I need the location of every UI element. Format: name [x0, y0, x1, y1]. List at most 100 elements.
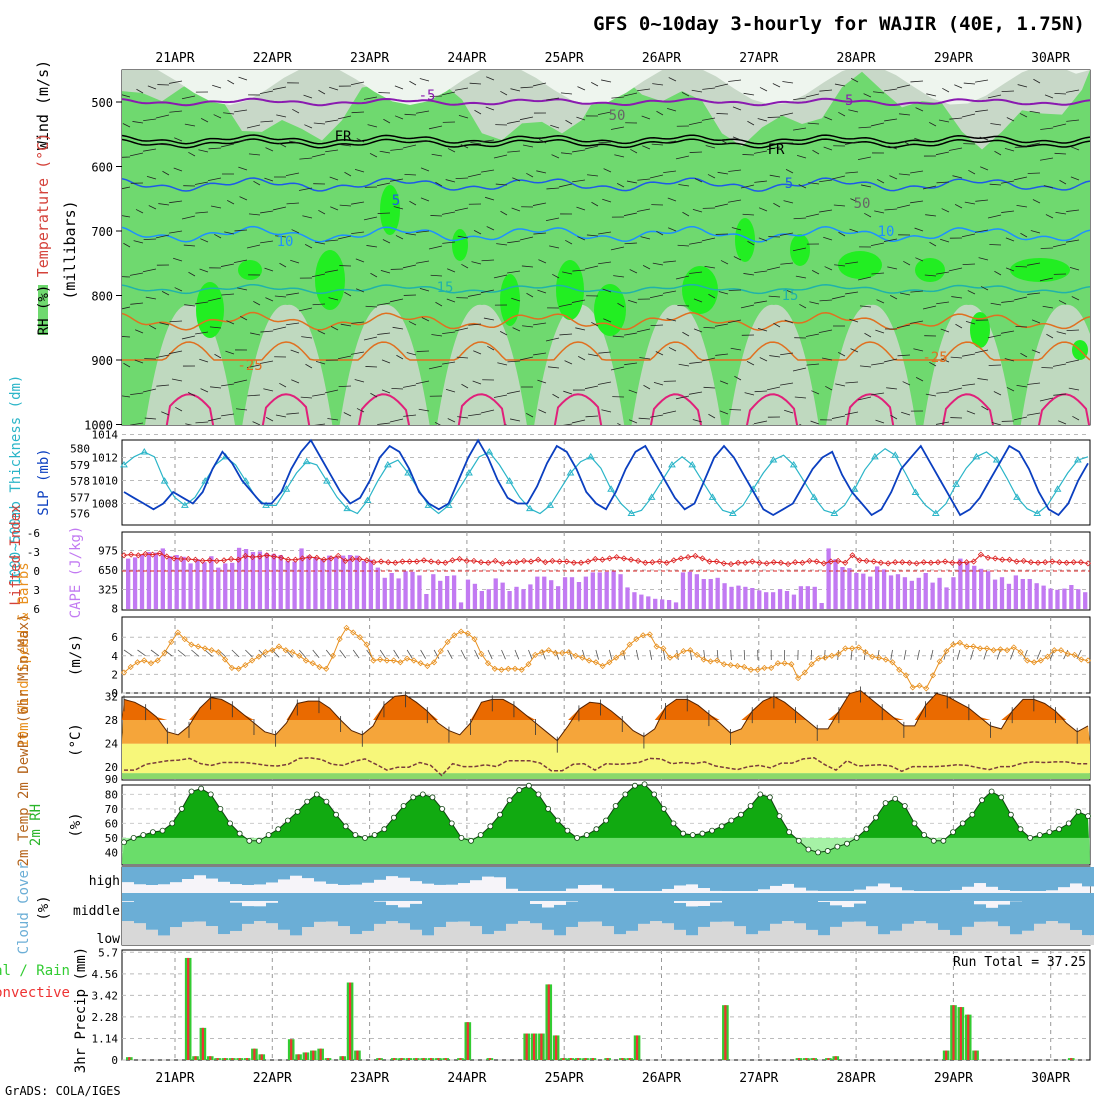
wind10m-marker: [343, 624, 350, 631]
cape-bar: [812, 586, 817, 609]
cloud-middle-top: [734, 893, 746, 901]
cape-bar: [660, 599, 665, 609]
cloud-low-top: [974, 918, 986, 922]
wind-barb: [611, 96, 625, 99]
cloud-middle-bar: [338, 894, 350, 920]
cape-bar: [188, 563, 193, 609]
li-marker: [963, 559, 970, 566]
wind-barb: [990, 123, 1002, 126]
wind-barb: [1001, 300, 1015, 303]
wind10m-marker: [404, 655, 411, 662]
wind-barb: [994, 150, 1002, 156]
wind-barb: [682, 211, 690, 217]
wind-barb: [185, 423, 193, 425]
cloud-middle-top: [962, 893, 974, 901]
wind10m-barb: [608, 649, 613, 660]
cape-bar: [673, 602, 679, 609]
wind-barb: [915, 107, 924, 112]
rh2m-marker: [766, 794, 773, 801]
rh2m-marker: [921, 832, 928, 838]
wind-barb: [962, 263, 976, 266]
wind-tick-label: 4: [111, 650, 118, 663]
cloud-high-bar: [818, 867, 830, 891]
cloud-low-bar: [590, 921, 602, 945]
wind-barb: [884, 208, 898, 211]
wind-barb: [704, 265, 716, 269]
cape-bar: [396, 578, 401, 609]
wind-barb: [1045, 214, 1054, 219]
cape-bar: [569, 577, 575, 609]
wind10m-marker: [275, 643, 283, 650]
cloud-high-bar: [134, 867, 146, 885]
wind10m-marker: [747, 666, 754, 673]
cloud-low-bar: [1070, 929, 1082, 945]
cloud-low-top: [482, 918, 494, 935]
wind-barb: [757, 327, 768, 332]
rh2m-marker: [670, 820, 677, 827]
li-marker: [842, 559, 849, 566]
axis-title-temp2m-unit: (°C): [68, 723, 84, 757]
cloud-high-bar: [938, 867, 950, 891]
cloud-middle-bar: [722, 899, 734, 920]
wind-barb: [825, 385, 833, 391]
wind-barb: [511, 207, 521, 212]
wind10m-marker: [801, 669, 808, 676]
cloud-high-bar: [986, 867, 998, 887]
wind-barb: [1072, 415, 1080, 421]
wind10m-barb: [850, 649, 853, 660]
wind-barb: [339, 204, 352, 207]
rh2m-marker: [911, 820, 918, 827]
wind-barb: [552, 273, 560, 279]
wind-barb: [636, 208, 651, 212]
cape-bar: [784, 591, 790, 609]
cape-bar: [1027, 579, 1032, 609]
wind-barb: [420, 167, 430, 172]
cape-bar: [424, 594, 429, 609]
wind-barb: [507, 150, 521, 153]
precip-bar-convective: [290, 1039, 293, 1060]
li-marker: [656, 558, 663, 565]
precip-bar-convective: [216, 1058, 219, 1060]
wind-barb: [910, 170, 924, 174]
rh2m-marker: [468, 837, 474, 844]
cloud-low-top: [530, 918, 542, 924]
cloud-high-bar: [266, 867, 278, 883]
cloud-middle-top: [746, 893, 758, 901]
li-marker: [1063, 559, 1070, 566]
temp-tick-label: 28: [105, 714, 118, 727]
contour-label: 15: [782, 288, 799, 304]
li-marker: [670, 557, 677, 564]
axis-title-rh2m-unit: (%): [68, 812, 84, 837]
li-marker: [156, 550, 163, 557]
slp-tick-label: 1010: [92, 475, 119, 488]
thickness-marker: [789, 460, 798, 468]
date-label-bottom: 28APR: [837, 1071, 876, 1086]
wind-barb: [637, 88, 651, 92]
wind10m-marker: [1044, 653, 1051, 660]
wind-barb: [974, 349, 989, 354]
wind-barb: [279, 382, 287, 388]
wind-barb: [1006, 387, 1015, 392]
wind-barb: [922, 185, 937, 190]
wind-barb: [396, 354, 404, 360]
wind-barb: [457, 416, 469, 419]
wind-barb: [1054, 152, 1067, 155]
wind-barb: [1055, 212, 1067, 215]
wind-barb: [446, 298, 456, 303]
wind-barb: [416, 140, 430, 143]
wind-barb: [487, 345, 495, 351]
wind-barb: [769, 355, 781, 358]
wind-barb: [169, 230, 183, 234]
cloud-high-bar: [974, 867, 986, 884]
wind10m-barb: [1010, 649, 1015, 660]
cloud-middle-bar: [194, 895, 206, 920]
wind10m-barb: [635, 649, 639, 660]
cape-bar: [278, 555, 283, 609]
rh2m-marker: [458, 835, 465, 841]
wind-barb: [818, 329, 833, 334]
cloud-middle-bar: [794, 896, 806, 920]
wind-barb: [169, 320, 183, 323]
thickness-marker: [647, 493, 656, 500]
wind10m-marker: [511, 665, 519, 672]
precip-bar-convective: [724, 1005, 727, 1060]
